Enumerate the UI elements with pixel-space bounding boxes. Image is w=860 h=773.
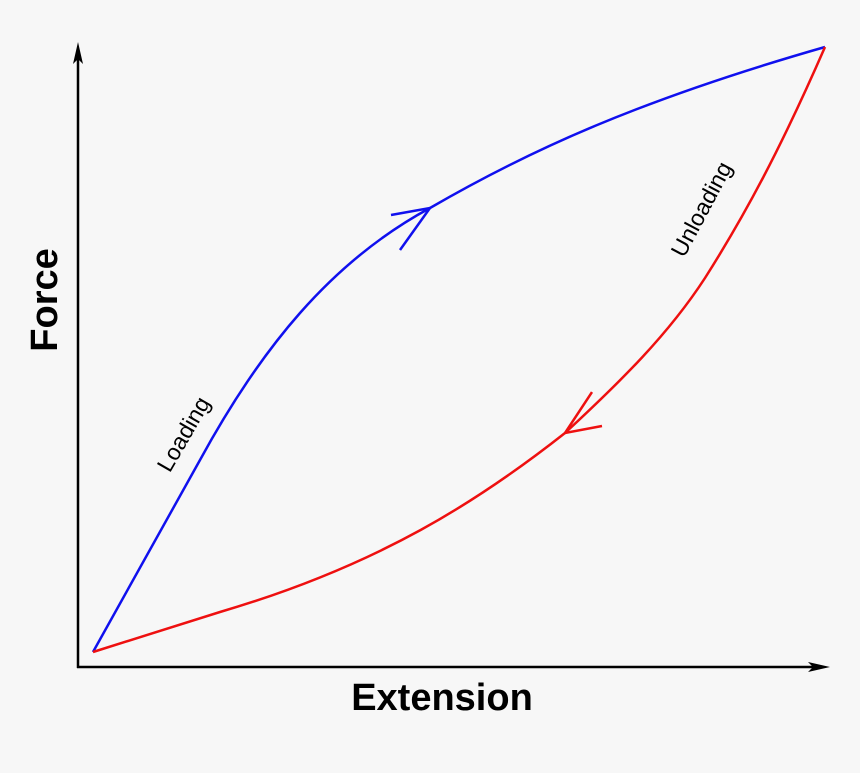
unloading-arrow	[562, 391, 603, 435]
unloading-curve	[92, 46, 827, 654]
y-axis-arrow	[73, 42, 83, 64]
y-axis-label: Force	[24, 248, 66, 351]
loading-arrow	[390, 206, 433, 251]
x-axis-label: Extension	[351, 677, 533, 719]
x-axis-arrow	[808, 662, 830, 672]
